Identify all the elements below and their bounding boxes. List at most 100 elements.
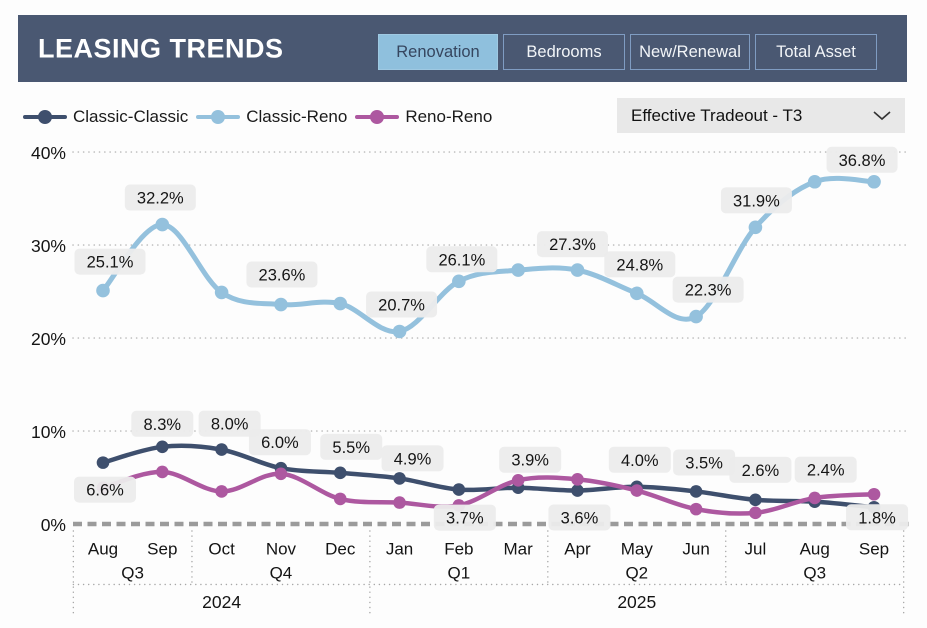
data-point[interactable] — [867, 174, 881, 189]
tab-renovation[interactable]: Renovation — [378, 34, 498, 70]
quarter-label: Q3 — [121, 564, 144, 583]
quarter-label: Q3 — [803, 564, 826, 583]
data-label: 5.5% — [320, 433, 383, 460]
data-label: 32.2% — [124, 184, 196, 211]
x-axis-month: Jan — [386, 540, 413, 559]
dropdown-selected-value: Effective Tradeout - T3 — [631, 105, 803, 125]
data-point[interactable] — [571, 484, 584, 497]
data-label: 8.3% — [131, 410, 194, 437]
data-point[interactable] — [214, 285, 229, 300]
svg-text:6.0%: 6.0% — [261, 434, 299, 452]
data-label: 2.4% — [794, 456, 857, 483]
x-axis-month: Oct — [208, 540, 235, 559]
legend-item-classic-classic[interactable]: Classic-Classic — [23, 107, 188, 127]
data-label: 6.0% — [248, 429, 311, 456]
data-point[interactable] — [867, 487, 881, 501]
data-point[interactable] — [629, 286, 644, 301]
data-point[interactable] — [274, 467, 288, 481]
svg-text:5.5%: 5.5% — [332, 439, 370, 457]
tab-total-asset[interactable]: Total Asset — [755, 34, 877, 70]
data-label: 4.9% — [381, 445, 444, 472]
data-label: 23.6% — [246, 261, 318, 288]
legend-item-classic-reno[interactable]: Classic-Reno — [196, 107, 347, 127]
data-point[interactable] — [689, 485, 703, 498]
data-point[interactable] — [452, 483, 466, 496]
data-point[interactable] — [452, 274, 466, 289]
svg-text:23.6%: 23.6% — [259, 267, 306, 285]
chart-legend: Classic-Classic Classic-Reno Reno-Reno — [23, 103, 492, 131]
header-bar: LEASING TRENDS Renovation Bedrooms New/R… — [18, 15, 907, 82]
y-axis-label: 20% — [31, 329, 66, 349]
data-label: 27.3% — [536, 231, 608, 258]
data-label: 1.8% — [846, 504, 909, 531]
legend-item-reno-reno[interactable]: Reno-Reno — [355, 107, 492, 127]
data-point[interactable] — [96, 456, 110, 469]
data-point[interactable] — [333, 296, 348, 311]
svg-text:2.4%: 2.4% — [807, 462, 845, 480]
data-label: 25.1% — [74, 248, 146, 275]
data-point[interactable] — [808, 491, 822, 505]
svg-text:32.2%: 32.2% — [137, 190, 184, 208]
series-classic-reno — [96, 174, 881, 339]
y-axis-label: 40% — [31, 143, 66, 163]
quarter-label: Q1 — [448, 564, 471, 583]
x-axis-month: May — [621, 540, 654, 559]
data-point[interactable] — [215, 443, 228, 456]
tab-new-renewal[interactable]: New/Renewal — [630, 34, 750, 70]
x-axis-month: Sep — [859, 540, 889, 559]
svg-text:2.6%: 2.6% — [742, 462, 780, 480]
data-point[interactable] — [156, 440, 169, 454]
x-axis-month: Mar — [504, 540, 534, 559]
data-point[interactable] — [393, 472, 406, 485]
data-label: 6.6% — [74, 476, 136, 503]
svg-text:24.8%: 24.8% — [616, 256, 663, 274]
data-point[interactable] — [215, 485, 228, 498]
data-point[interactable] — [807, 174, 822, 189]
data-point[interactable] — [570, 263, 585, 277]
svg-text:1.8%: 1.8% — [858, 509, 896, 527]
tab-bedrooms[interactable]: Bedrooms — [503, 34, 625, 70]
data-point[interactable] — [748, 220, 763, 235]
data-point[interactable] — [571, 473, 584, 486]
data-point[interactable] — [274, 297, 288, 312]
data-point[interactable] — [156, 465, 169, 479]
data-point[interactable] — [630, 484, 644, 497]
quarter-label: Q4 — [270, 564, 293, 583]
data-point[interactable] — [392, 324, 407, 339]
data-point[interactable] — [511, 473, 525, 487]
data-label: 8.0% — [198, 410, 261, 437]
data-label: 36.8% — [826, 146, 898, 173]
y-axis-label: 30% — [31, 236, 66, 256]
x-axis-month: Sep — [147, 540, 177, 559]
svg-text:25.1%: 25.1% — [87, 254, 134, 272]
year-label: 2025 — [617, 592, 656, 612]
data-point[interactable] — [333, 492, 347, 506]
data-label: 3.6% — [548, 504, 611, 531]
data-point[interactable] — [155, 217, 170, 232]
series-reno-reno — [96, 465, 881, 520]
data-label: 26.1% — [426, 246, 498, 273]
svg-text:3.6%: 3.6% — [561, 510, 599, 528]
svg-text:3.5%: 3.5% — [685, 454, 723, 472]
data-point[interactable] — [749, 493, 762, 507]
data-point[interactable] — [511, 263, 525, 277]
data-label: 2.6% — [729, 456, 792, 483]
data-point[interactable] — [689, 502, 703, 516]
data-point[interactable] — [393, 496, 406, 509]
x-axis-month: Jun — [682, 540, 709, 559]
metric-dropdown[interactable]: Effective Tradeout - T3 — [617, 98, 905, 133]
x-axis-month: Feb — [444, 540, 473, 559]
x-axis-month: Jul — [745, 540, 767, 559]
data-point[interactable] — [749, 506, 762, 520]
svg-text:4.9%: 4.9% — [394, 450, 432, 468]
legend-label: Classic-Classic — [73, 107, 189, 126]
year-label: 2024 — [202, 592, 241, 612]
data-label: 3.9% — [499, 446, 562, 473]
data-point[interactable] — [333, 466, 347, 480]
data-point[interactable] — [96, 283, 110, 298]
chevron-down-icon — [873, 110, 891, 120]
data-point[interactable] — [689, 309, 703, 324]
page-title: LEASING TRENDS — [38, 33, 284, 63]
svg-text:6.6%: 6.6% — [86, 482, 124, 500]
